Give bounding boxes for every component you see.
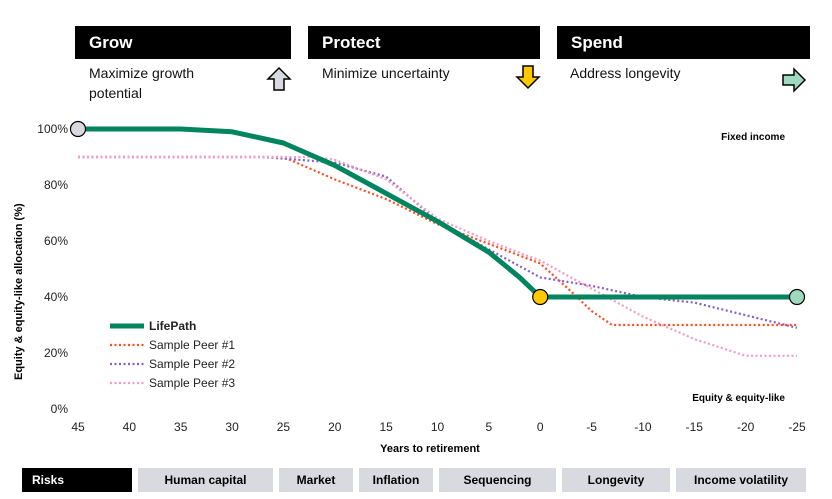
x-tick-label: 25 — [277, 420, 291, 434]
series-line-2 — [78, 155, 798, 329]
x-tick-label: 30 — [225, 420, 239, 434]
fixed-income-annotation: Fixed income — [721, 132, 785, 143]
x-tick-label: 20 — [328, 420, 342, 434]
series-line-0 — [78, 126, 797, 300]
y-tick-label: 20% — [44, 346, 68, 360]
x-tick-label: 40 — [123, 420, 137, 434]
y-tick-label: 0% — [51, 402, 69, 416]
risk-market: Market — [279, 468, 353, 492]
legend-label: Sample Peer #1 — [149, 338, 235, 352]
phase-protect-description: Minimize uncertainty — [322, 65, 450, 81]
x-axis-label: Years to retirement — [380, 443, 480, 455]
legend-label: LifePath — [149, 319, 196, 333]
x-tick-label: 5 — [486, 420, 493, 434]
risk-longevity: Longevity — [562, 468, 670, 492]
risk-label: Risks — [22, 468, 132, 492]
allocation-chart: 0% 20% 40% 60% 80% 100% 45 40 35 30 25 20 15 10 5 0 -5 -1… — [13, 120, 806, 455]
phase-spend-description: Address longevity — [570, 65, 681, 81]
legend-label: Sample Peer #3 — [149, 376, 235, 390]
y-tick-label: 100% — [37, 122, 68, 136]
phase-grow-header: Grow — [75, 26, 291, 59]
arrow-down-icon — [515, 65, 541, 90]
x-tick-label: 45 — [71, 420, 85, 434]
milestone-marker — [532, 288, 549, 306]
y-tick-label: 40% — [44, 290, 68, 304]
milestone-marker — [788, 288, 806, 306]
risk-income-volatility: Income volatility — [676, 468, 806, 492]
equity-annotation: Equity & equity-like — [692, 393, 785, 404]
x-tick-label: -5 — [586, 420, 597, 434]
arrow-right-icon — [782, 67, 807, 93]
risk-sequencing: Sequencing — [439, 468, 556, 492]
phase-protect-header: Protect — [308, 26, 540, 59]
risks-bar: Risks Human capital Market Inflation Seq… — [22, 468, 806, 492]
x-tick-label: -25 — [788, 420, 806, 434]
y-tick-label: 60% — [44, 234, 68, 248]
risk-inflation: Inflation — [359, 468, 433, 492]
phase-spend-header: Spend — [557, 26, 810, 59]
x-tick-label: 35 — [174, 420, 188, 434]
risk-human-capital: Human capital — [138, 468, 273, 492]
legend-label: Sample Peer #2 — [149, 357, 235, 371]
y-axis-label: Equity & equity-like allocation (%) — [13, 203, 25, 380]
arrow-up-icon — [266, 66, 292, 91]
series-line-1 — [78, 155, 797, 327]
series-line-3 — [78, 155, 797, 357]
x-tick-label: 0 — [537, 420, 544, 434]
x-tick-label: -10 — [634, 420, 652, 434]
phase-grow-description: Maximize growth potential — [89, 65, 195, 101]
x-tick-label: 10 — [431, 420, 445, 434]
x-tick-label: -15 — [686, 420, 704, 434]
y-tick-label: 80% — [44, 178, 68, 192]
milestone-marker — [69, 120, 87, 138]
x-tick-label: -20 — [737, 420, 755, 434]
x-tick-label: 15 — [379, 420, 393, 434]
